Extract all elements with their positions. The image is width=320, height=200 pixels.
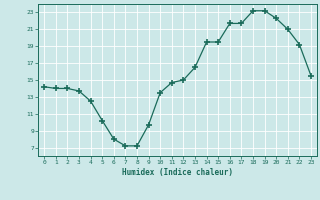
X-axis label: Humidex (Indice chaleur): Humidex (Indice chaleur) (122, 168, 233, 177)
